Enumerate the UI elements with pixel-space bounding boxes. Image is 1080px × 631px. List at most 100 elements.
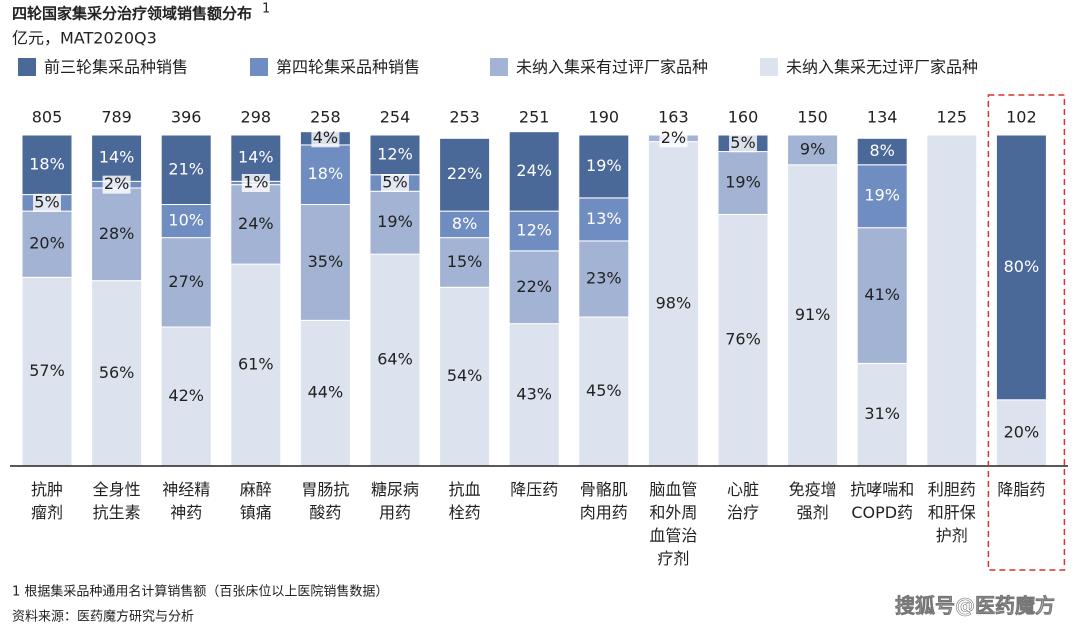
x-tick-label: 心脏治疗: [727, 480, 759, 522]
total-label: 163: [658, 108, 689, 127]
chart-subtitle: 亿元，MAT2020Q3: [12, 29, 157, 48]
bar-segment: [21, 134, 73, 196]
bar-segment: [787, 164, 839, 467]
bar-segment: [856, 164, 908, 229]
highlight-box: [987, 94, 1066, 571]
bar-segment: [508, 210, 560, 252]
bar-segment: [439, 237, 491, 288]
label-bg: [102, 175, 131, 194]
total-label: 134: [867, 108, 898, 127]
x-tick-label: 抗哮喘和 COPD药: [850, 480, 914, 522]
data-label: 5%: [730, 133, 755, 152]
data-label: 8%: [870, 141, 895, 160]
bar-segment: [926, 134, 978, 467]
bar-segment: [91, 134, 143, 182]
bar-segment: [856, 227, 908, 364]
data-label: 20%: [1004, 422, 1040, 441]
bar-segment: [369, 253, 421, 467]
bar-segment: [578, 134, 630, 199]
data-label: 24%: [516, 161, 552, 180]
data-label: 28%: [99, 224, 135, 243]
bar-segment: [160, 134, 212, 206]
legend-swatch: [18, 58, 36, 76]
data-label: 5%: [34, 192, 59, 211]
label-bg: [311, 129, 340, 148]
bar-segment: [717, 213, 769, 467]
data-label: 45%: [586, 381, 622, 400]
bar-segment: [160, 204, 212, 239]
total-label: 102: [1006, 108, 1037, 127]
data-label: 22%: [516, 277, 552, 296]
data-label: 19%: [586, 156, 622, 175]
data-label: 61%: [238, 355, 274, 374]
data-label: 10%: [168, 211, 204, 230]
total-label: 150: [797, 108, 828, 127]
x-tick-label: 抗血栓药: [449, 480, 481, 522]
data-label: 43%: [516, 384, 552, 403]
x-tick-label: 免疫增强剂: [789, 480, 837, 522]
legend-label: 未纳入集采无过评厂家品种: [786, 58, 978, 77]
source: 资料来源：医药魔方研究与分析: [12, 609, 194, 625]
data-label: 56%: [99, 363, 135, 382]
bar-segment: [995, 399, 1047, 467]
bar-segment: [439, 210, 491, 239]
data-label: 19%: [377, 212, 413, 231]
data-label: 27%: [168, 272, 204, 291]
data-label: 19%: [725, 172, 761, 191]
data-label: 54%: [447, 366, 483, 385]
data-label: 12%: [516, 220, 552, 239]
bar-segment: [91, 187, 143, 282]
x-tick-label: 糖尿病用药: [371, 480, 419, 522]
bar-segment: [647, 141, 699, 467]
total-label: 789: [101, 108, 132, 127]
data-label: 57%: [29, 361, 65, 380]
x-tick-label: 麻醉镇痛: [240, 480, 272, 522]
footnote: 1 根据集采品种通用名计算销售额（百张床位以上医院销售数据）: [12, 584, 388, 600]
data-label: 35%: [308, 252, 344, 271]
data-label: 1%: [243, 172, 268, 191]
x-tick-label: 利胆药和肝保护剂: [928, 480, 976, 545]
x-tick-label: 胃肠抗酸药: [301, 480, 349, 522]
bar-segment: [787, 134, 839, 166]
total-label: 125: [937, 108, 968, 127]
bar-segment: [508, 323, 560, 467]
data-label: 80%: [1004, 257, 1040, 276]
bar-segment: [369, 134, 421, 176]
data-label: 24%: [238, 214, 274, 233]
data-label: 4%: [313, 128, 338, 147]
data-label: 31%: [864, 404, 900, 423]
x-tick-label: 神经精神药: [162, 480, 210, 522]
legend-label: 前三轮集采品种销售: [44, 58, 188, 77]
x-tick-label: 脑血管和外周血管治疗剂: [649, 480, 697, 568]
watermark: 搜狐号@医药魔方: [895, 594, 1055, 618]
total-label: 160: [728, 108, 759, 127]
data-label: 20%: [29, 234, 65, 253]
bar-segment: [578, 197, 630, 242]
bar-segment: [439, 286, 491, 467]
label-bg: [381, 173, 409, 192]
data-label: 22%: [447, 164, 483, 183]
label-bg: [33, 193, 61, 212]
x-tick-label: 全身性抗生素: [93, 480, 141, 522]
total-label: 805: [32, 108, 63, 127]
x-tick-label: 骨骼肌肉用药: [580, 480, 628, 522]
label-bg: [241, 173, 270, 192]
data-label: 2%: [104, 174, 129, 193]
legend-label: 第四轮集采品种销售: [276, 58, 420, 77]
data-label: 18%: [29, 154, 65, 173]
data-label: 9%: [800, 139, 825, 158]
data-label: 14%: [238, 148, 274, 167]
bar-segment: [578, 240, 630, 318]
total-label: 396: [171, 108, 202, 127]
bar-segment: [299, 204, 351, 321]
total-label: 253: [449, 108, 480, 127]
label-bg: [729, 134, 757, 153]
data-label: 98%: [656, 293, 692, 312]
data-label: 13%: [586, 209, 622, 228]
data-label: 19%: [864, 186, 900, 205]
bar-segment: [160, 237, 212, 328]
data-label: 76%: [725, 330, 761, 349]
bar-segment: [856, 137, 908, 166]
bar-segment: [299, 144, 351, 206]
